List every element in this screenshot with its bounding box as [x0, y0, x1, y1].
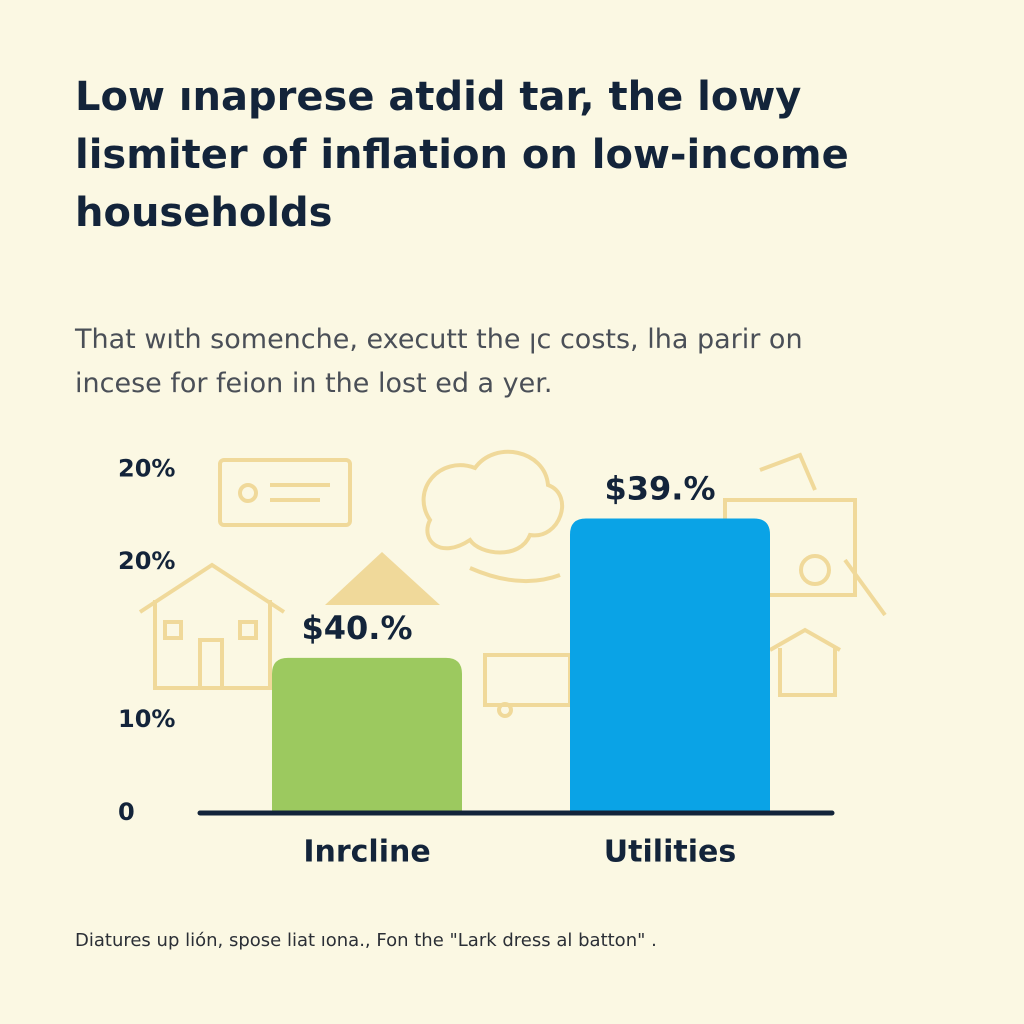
- bar: [272, 657, 462, 813]
- bar: [570, 518, 770, 813]
- y-tick-label: 20%: [118, 454, 175, 482]
- footnote: Diatures up lión, spose liat ıona., Fon …: [75, 930, 657, 951]
- y-tick-label: 20%: [118, 547, 175, 575]
- x-tick-label: Utilities: [604, 835, 736, 870]
- chart: 0 10% 20% 20% $40.% Inrcline $39.% Utilities: [118, 449, 887, 870]
- bar-annotation: $40.%: [301, 609, 412, 647]
- chart-title: Low ınaprese atdid tar, the lowy lismite…: [75, 74, 849, 236]
- decorations: [138, 449, 887, 718]
- y-tick-label: 0: [118, 798, 135, 826]
- y-tick-label: 10%: [118, 705, 175, 733]
- bar-annotation: $39.%: [604, 470, 715, 508]
- x-tick-label: Inrcline: [303, 835, 430, 870]
- subtitle: That wıth somenche, executt the ꞁc costs…: [75, 324, 803, 399]
